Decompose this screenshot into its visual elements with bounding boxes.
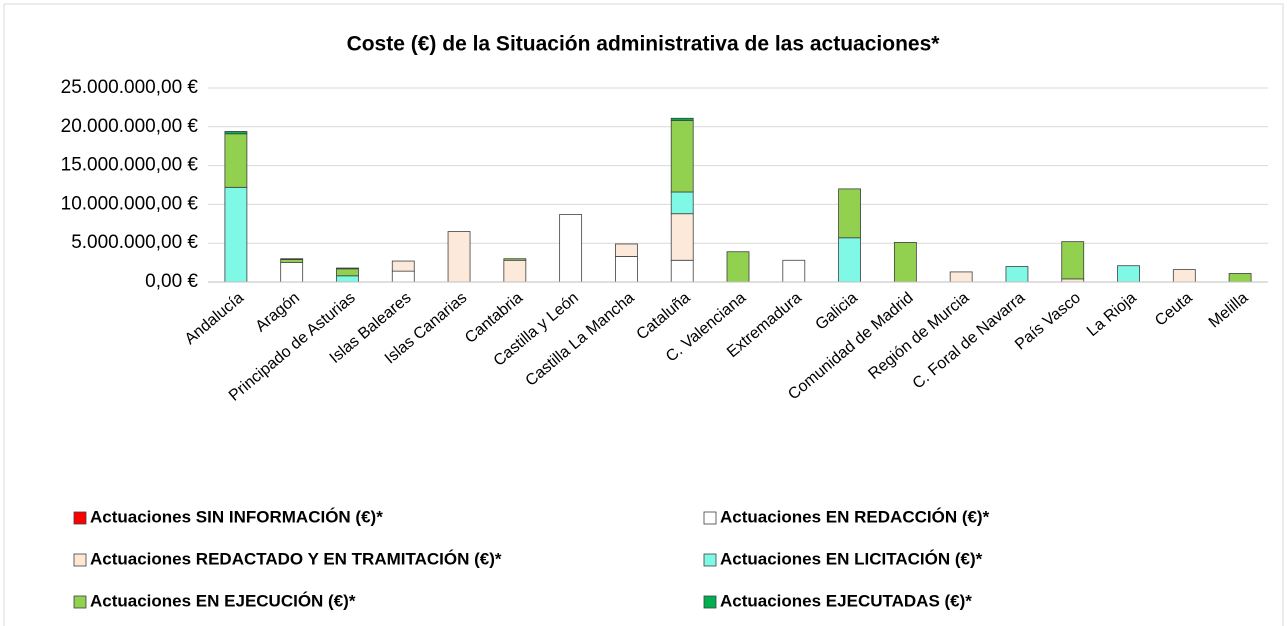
legend-label: Actuaciones EN REDACCIÓN (€)*	[720, 507, 990, 526]
legend-swatch	[703, 553, 717, 567]
legend-swatch	[73, 595, 87, 609]
bar-segment	[726, 251, 750, 283]
legend-swatch	[703, 595, 717, 609]
bar-segment	[336, 275, 359, 283]
y-tick-label: 5.000.000,00 €	[71, 232, 198, 253]
bar-segment	[1228, 273, 1252, 283]
bar-segment	[838, 237, 861, 283]
legend-swatch	[703, 511, 717, 525]
bar-segment	[336, 268, 359, 277]
bar-segment	[1117, 265, 1140, 283]
bar-segment	[503, 258, 527, 261]
legend-swatch	[73, 511, 87, 525]
bar-segment	[391, 270, 415, 283]
bar-segment	[1005, 266, 1029, 283]
bar-segment	[280, 259, 304, 264]
y-tick-label: 25.000.000,00 €	[61, 77, 199, 98]
bar-segment	[559, 214, 583, 283]
y-tick-label: 0,00 €	[145, 271, 198, 292]
y-tick-label: 10.000.000,00 €	[61, 193, 199, 214]
bar-segment	[670, 213, 694, 261]
chart-title: Coste (€) de la Situación administrativa…	[347, 33, 941, 56]
bar-segment	[838, 188, 861, 239]
bar-segment	[224, 133, 248, 188]
legend-label: Actuaciones SIN INFORMACIÓN (€)*	[90, 507, 383, 526]
bar-segment	[670, 191, 694, 215]
legend-swatch	[73, 553, 87, 567]
legend-label: Actuaciones EN LICITACIÓN (€)*	[720, 549, 983, 568]
bar-segment	[615, 255, 638, 283]
bar-segment	[670, 259, 694, 283]
bar-segment	[391, 260, 415, 272]
bar-segment	[1061, 241, 1085, 280]
bar-segment	[280, 258, 304, 260]
bar-segment	[503, 259, 527, 283]
bar-segment	[447, 231, 471, 283]
legend-label: Actuaciones REDACTADO Y EN TRAMITACIÓN (…	[90, 549, 502, 568]
y-tick-label: 20.000.000,00 €	[61, 116, 199, 137]
legend-label: Actuaciones EN EJECUCIÓN (€)*	[90, 591, 356, 610]
bar-segment	[336, 267, 359, 270]
chart-frame	[3, 3, 1284, 626]
bar-segment	[670, 120, 694, 193]
bar-segment	[949, 271, 973, 283]
bar-segment	[1172, 269, 1196, 283]
y-tick-label: 15.000.000,00 €	[61, 155, 199, 176]
bar-segment	[280, 262, 304, 283]
legend-label: Actuaciones EJECUTADAS (€)*	[720, 591, 972, 610]
bar-segment	[893, 242, 917, 283]
bar-segment	[615, 243, 638, 257]
bar-segment	[224, 186, 248, 283]
bar-segment	[670, 117, 694, 121]
bar-segment	[224, 131, 248, 135]
bar-segment	[782, 259, 806, 283]
